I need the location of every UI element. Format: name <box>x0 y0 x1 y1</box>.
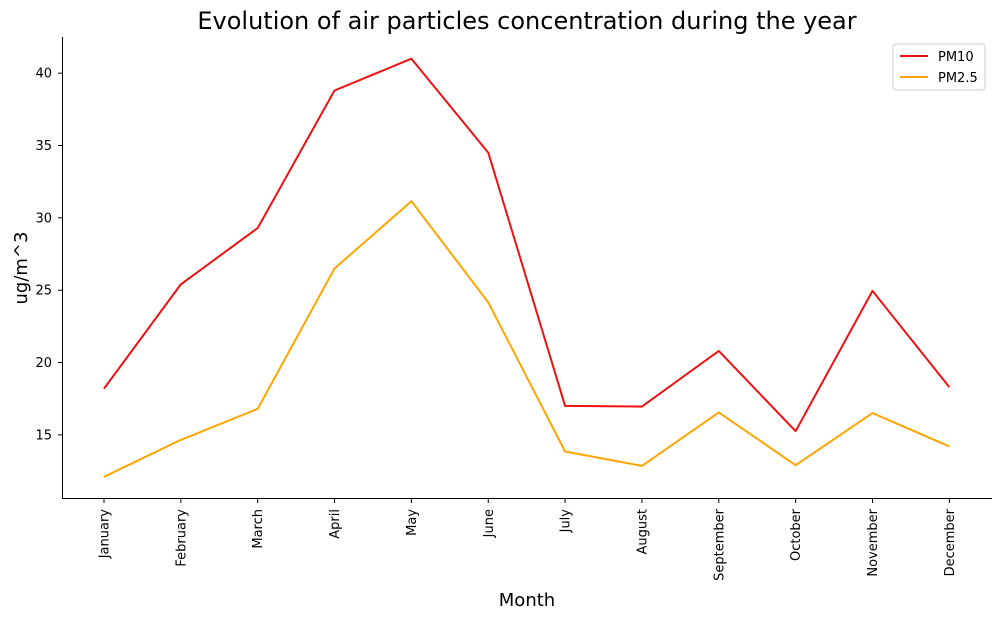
x-tick-label: January <box>98 509 113 560</box>
x-tick-label: May <box>405 509 420 536</box>
y-tick-label: 40 <box>35 67 52 82</box>
series-line-pm10 <box>103 57 951 433</box>
x-tick-label: December <box>943 508 958 576</box>
x-axis-ticks: January February March April May June July Augu… <box>98 498 958 581</box>
x-tick-label: June <box>482 509 497 538</box>
y-axis-ticks: 15 20 25 30 35 40 <box>35 67 63 443</box>
x-tick-label: March <box>251 509 266 549</box>
x-tick-label: February <box>174 509 189 567</box>
y-tick-label: 35 <box>35 139 52 154</box>
legend-label-pm10: PM10 <box>938 50 974 65</box>
legend: PM10 PM2.5 <box>892 43 986 91</box>
y-tick-label: 30 <box>35 211 52 226</box>
series-line-pm25 <box>103 200 950 478</box>
x-tick-label: August <box>635 509 650 555</box>
x-tick-label: April <box>328 509 343 539</box>
y-axis-label: ug/m^3 <box>11 232 32 305</box>
x-tick-label: November <box>866 508 881 576</box>
y-tick-label: 15 <box>35 428 52 443</box>
x-tick-label: July <box>559 509 574 534</box>
series-lines <box>103 57 951 478</box>
x-tick-label: September <box>712 508 727 581</box>
y-tick-label: 20 <box>35 356 52 371</box>
x-axis-label: Month <box>499 590 555 611</box>
y-tick-label: 25 <box>35 284 52 299</box>
x-tick-label: October <box>789 508 804 561</box>
legend-label-pm25: PM2.5 <box>938 71 978 86</box>
chart-title: Evolution of air particles concentration… <box>197 7 856 35</box>
